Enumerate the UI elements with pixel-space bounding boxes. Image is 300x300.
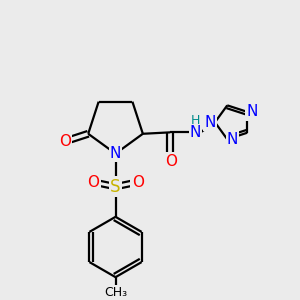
Text: N: N bbox=[190, 125, 201, 140]
Text: O: O bbox=[87, 175, 99, 190]
Text: O: O bbox=[59, 134, 71, 149]
Text: CH₃: CH₃ bbox=[104, 286, 127, 299]
Text: O: O bbox=[166, 154, 178, 169]
Text: N: N bbox=[247, 104, 258, 119]
Text: O: O bbox=[132, 175, 144, 190]
Text: S: S bbox=[110, 178, 121, 196]
Text: N: N bbox=[110, 146, 121, 161]
Text: N: N bbox=[204, 115, 215, 130]
Text: N: N bbox=[227, 132, 238, 147]
Text: H: H bbox=[191, 114, 200, 127]
